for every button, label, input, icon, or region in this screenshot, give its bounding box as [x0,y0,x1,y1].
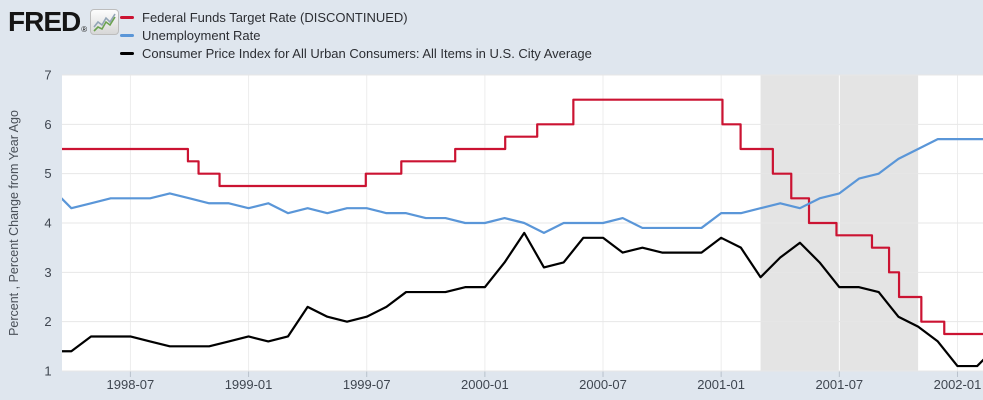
cpi-swatch-icon [120,51,134,55]
y-tick-label: 4 [44,216,51,231]
x-tick-label: 2000-07 [579,377,627,392]
x-tick-label: 2001-01 [697,377,745,392]
legend-label: Consumer Price Index for All Urban Consu… [142,45,592,61]
y-tick-label: 7 [44,68,51,83]
unemployment-swatch-icon [120,33,134,37]
series-line-unemployment[interactable] [52,138,983,234]
fred-logo[interactable]: FRED ® [8,6,120,37]
registered-trademark: ® [81,25,88,34]
fred-logo-text: FRED [8,6,81,37]
y-tick-label: 6 [44,117,51,132]
legend-label: Unemployment Rate [142,27,261,43]
y-tick-label: 2 [44,314,51,329]
fed-funds-swatch-icon [120,15,134,19]
x-tick-label: 1998-07 [107,377,155,392]
x-tick-label: 2001-07 [815,377,863,392]
x-tick-label: 1999-01 [225,377,273,392]
y-tick-label: 3 [44,265,51,280]
legend-label: Federal Funds Target Rate (DISCONTINUED) [142,9,408,25]
series-line-fed-funds[interactable] [52,98,983,336]
fred-sparkline-icon [90,9,120,35]
x-tick-label: 2002-01 [934,377,982,392]
series-line-cpi[interactable] [52,231,983,368]
y-tick-label: 5 [44,166,51,181]
chart-legend: Federal Funds Target Rate (DISCONTINUED)… [120,8,592,62]
y-axis-title: Percent , Percent Change from Year Ago [7,110,21,336]
legend-item-cpi[interactable]: Consumer Price Index for All Urban Consu… [120,44,592,62]
legend-item-unemployment[interactable]: Unemployment Rate [120,26,592,44]
x-tick-label: 1999-07 [343,377,391,392]
x-tick-label: 2000-01 [461,377,509,392]
y-tick-label: 1 [44,364,51,379]
legend-item-fed-funds[interactable]: Federal Funds Target Rate (DISCONTINUED) [120,8,592,26]
